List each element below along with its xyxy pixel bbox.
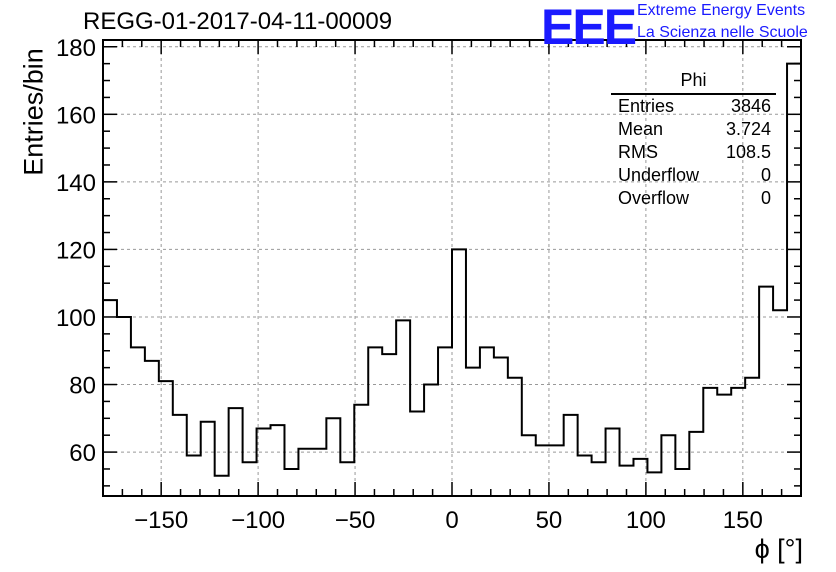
axis-ticks (103, 40, 801, 496)
stats-title: Phi (611, 70, 776, 95)
y-tick-label: 120 (56, 237, 96, 264)
stat-row-entries: Entries 3846 (611, 95, 776, 118)
stat-label: Overflow (618, 188, 690, 208)
stat-value: 108.5 (725, 142, 771, 162)
x-axis-label: ϕ [°] (754, 534, 803, 564)
stats-box: Phi Entries 3846 Mean 3.724 RMS 108.5 Un… (611, 70, 776, 210)
tick-labels: −150 −100 −50 0 50 100 150 60 80 100 120 140 160 180 (56, 35, 763, 534)
stat-row-rms: RMS 108.5 (611, 141, 776, 164)
y-tick-label: 60 (69, 440, 96, 467)
x-tick-label: −150 (134, 507, 188, 534)
stat-value: 0 (760, 188, 771, 208)
stat-value: 3846 (730, 96, 771, 116)
stat-label: RMS (618, 142, 658, 162)
stat-row-underflow: Underflow 0 (611, 164, 776, 187)
stat-label: Underflow (618, 165, 700, 185)
y-tick-label: 160 (56, 102, 96, 129)
y-tick-label: 140 (56, 170, 96, 197)
eee-logo: EEE (541, 0, 637, 55)
plot-frame (102, 39, 802, 497)
brand-line-2: La Scienza nelle Scuole (637, 24, 808, 41)
x-tick-label: 50 (536, 507, 563, 534)
histogram-step-line (103, 62, 802, 496)
stat-row-overflow: Overflow 0 (611, 187, 776, 210)
stat-label: Entries (618, 96, 675, 116)
y-axis-label: Entries/bin (18, 48, 49, 176)
y-tick-label: 100 (56, 305, 96, 332)
x-tick-label: 0 (445, 507, 458, 534)
stat-value: 3.724 (725, 119, 771, 139)
brand-line-1: Extreme Energy Events (637, 2, 806, 19)
stat-label: Mean (618, 119, 664, 139)
y-tick-label: 180 (56, 35, 96, 62)
x-tick-label: 150 (723, 507, 763, 534)
y-tick-label: 80 (69, 373, 96, 400)
x-tick-label: 100 (626, 507, 666, 534)
run-title: REGG-01-2017-04-11-00009 (83, 8, 393, 35)
stat-value: 0 (760, 165, 771, 185)
stat-row-mean: Mean 3.724 (611, 118, 776, 141)
x-tick-label: −50 (335, 507, 376, 534)
x-tick-label: −100 (231, 507, 285, 534)
